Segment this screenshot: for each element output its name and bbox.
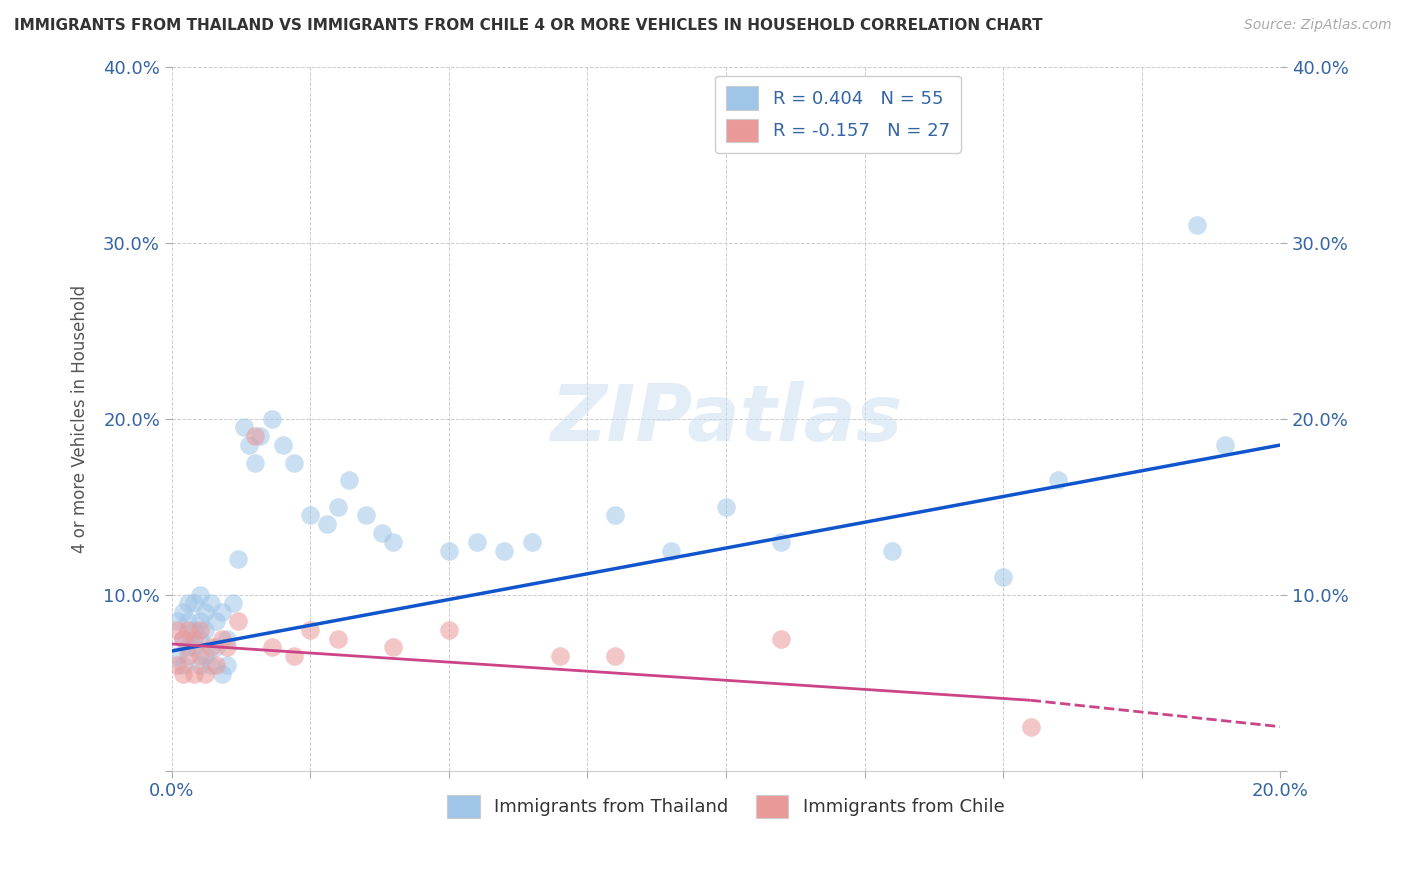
Point [211,632,233,646]
Point [260,411,283,425]
Point [271,438,294,452]
Point [226,552,249,566]
Point [465,534,488,549]
Point [520,534,543,549]
Point [205,640,228,655]
Point [217,640,239,655]
Point [183,640,205,655]
Point [299,508,322,523]
Point [194,605,217,619]
Point [172,658,194,673]
Point [183,623,205,637]
Point [326,500,349,514]
Point [243,456,266,470]
Point [188,632,211,646]
Point [205,658,228,673]
Point [437,623,460,637]
Point [605,649,627,664]
Point [177,640,200,655]
Point [194,623,217,637]
Point [177,649,200,664]
Point [770,632,793,646]
Point [354,508,377,523]
Point [283,456,305,470]
Point [232,420,254,434]
Point [166,623,188,637]
Point [1047,473,1070,487]
Point [172,605,194,619]
Point [605,508,627,523]
Point [211,605,233,619]
Point [659,543,682,558]
Text: ZIPatlas: ZIPatlas [550,381,903,457]
Point [205,614,228,628]
Point [183,632,205,646]
Point [226,614,249,628]
Point [1185,218,1208,232]
Point [172,632,194,646]
Point [382,534,405,549]
Point [200,597,222,611]
Text: Source: ZipAtlas.com: Source: ZipAtlas.com [1244,18,1392,32]
Point [217,658,239,673]
Point [882,543,904,558]
Point [371,526,394,541]
Point [177,623,200,637]
Point [188,623,211,637]
Point [243,429,266,443]
Point [382,640,405,655]
Point [172,666,194,681]
Point [200,640,222,655]
Point [238,438,260,452]
Point [337,473,360,487]
Point [991,570,1014,584]
Point [211,666,233,681]
Point [316,517,339,532]
Point [326,632,349,646]
Point [166,649,188,664]
Y-axis label: 4 or more Vehicles in Household: 4 or more Vehicles in Household [72,285,89,553]
Point [299,623,322,637]
Point [283,649,305,664]
Point [188,614,211,628]
Point [260,640,283,655]
Legend: Immigrants from Thailand, Immigrants from Chile: Immigrants from Thailand, Immigrants fro… [440,788,1012,825]
Point [166,658,188,673]
Point [188,588,211,602]
Point [177,614,200,628]
Text: IMMIGRANTS FROM THAILAND VS IMMIGRANTS FROM CHILE 4 OR MORE VEHICLES IN HOUSEHOL: IMMIGRANTS FROM THAILAND VS IMMIGRANTS F… [14,18,1043,33]
Point [1213,438,1236,452]
Point [194,649,217,664]
Point [183,597,205,611]
Point [494,543,516,558]
Point [188,658,211,673]
Point [249,429,271,443]
Point [183,666,205,681]
Point [714,500,737,514]
Point [166,614,188,628]
Point [194,666,217,681]
Point [172,632,194,646]
Point [222,597,245,611]
Point [437,543,460,558]
Point [1019,720,1042,734]
Point [770,534,793,549]
Point [548,649,571,664]
Point [200,658,222,673]
Point [217,632,239,646]
Point [177,597,200,611]
Point [188,649,211,664]
